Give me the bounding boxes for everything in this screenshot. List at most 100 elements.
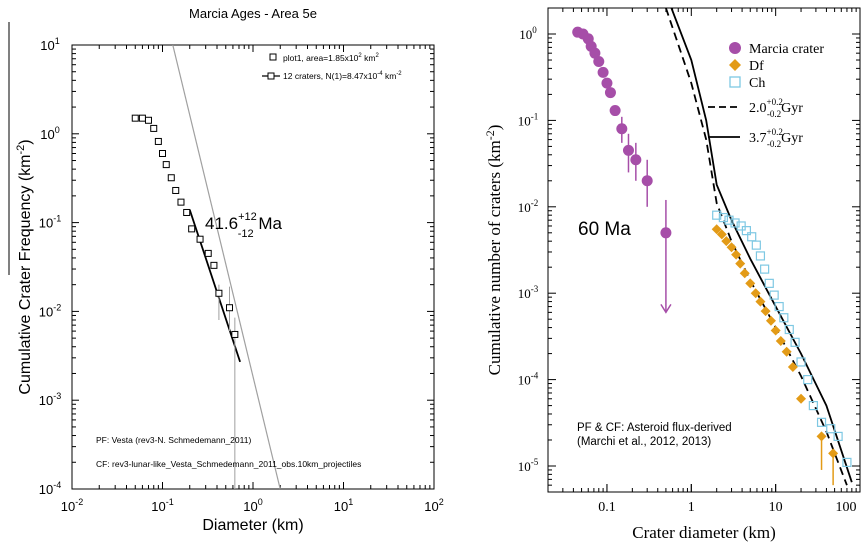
left-chart: 10-2 10-1 100 101 10210-410-310-210-1100101M… [15,6,444,534]
legend-label-part: -4 [377,71,383,77]
df-point [765,315,776,326]
x-tick-label: 100 [243,497,262,514]
note-line-part: (Marchi et al., 2012, 2013) [577,436,711,448]
legend-label: Ch [749,76,765,91]
y-tick-label: 101 [40,36,59,53]
df-point [770,325,781,336]
data-point [215,289,223,297]
left-x-axis-label-part: Diameter (km) [202,517,303,534]
right-y-axis-label: Cumulative number of craters (km-2) [483,125,504,376]
x-tick-label-part: 10 [61,499,75,514]
y-tick-label-part: 0 [532,25,537,35]
note-line-part: PF & CF: Asteroid flux-derived [577,422,732,434]
y-tick-label-part: 0 [55,125,60,135]
data-point [144,116,152,124]
data-point [183,208,191,216]
df-point [735,258,746,269]
age-label: 60 Ma [578,219,631,240]
ch-point [718,212,728,223]
data-point [150,124,158,132]
ch-point [769,290,779,300]
y-tick-label-part: 10 [518,373,531,388]
y-tick-label: 10-1 [518,111,539,128]
x-tick-label-part: -1 [166,497,174,507]
marcia-point [601,77,613,89]
y-tick-label-part: 10 [39,304,53,319]
ch-point [724,215,734,225]
y-tick-label-part: 10 [518,459,531,474]
y-tick-label: 10-4 [518,371,539,388]
data-point [196,235,204,243]
y-tick-label-part: -4 [531,371,539,381]
legend-label-part: +0.2 [767,127,783,137]
x-tick-label: 10-1 [151,497,173,514]
marcia-point [597,66,609,78]
legend-label: plot1, area=1.85x102 km2 [283,53,379,63]
legend-label: 12 craters, N(1)=8.47x10-4 km-2 [283,71,402,81]
df-point [775,335,786,346]
legend-marker-square-line [267,72,275,80]
ch-point [751,240,761,250]
y-tick-label-part: -1 [531,111,539,121]
data-point [167,174,175,182]
data-point [210,261,218,269]
left-x-axis-label: Diameter (km) [202,517,303,534]
marcia-point [609,105,621,117]
legend-label: 2.0+0.2 -0.2Gyr [749,97,803,119]
legend-label: 3.7+0.2 -0.2Gyr [749,127,803,149]
x-tick-label-part: -2 [75,497,83,507]
x-tick-label: 102 [424,497,443,514]
legend-label-part: 3.7 [749,131,767,146]
df-point [787,361,798,372]
age-unit: Ma [254,214,283,233]
y-tick-label: 10-2 [39,302,61,319]
y-tick-label-part: -3 [53,391,61,401]
legend-label-part: 2 [375,53,379,59]
data-point [154,137,162,145]
legend-marker-square [269,53,277,61]
note-line-part: PF: Vesta (rev3-N. Schmedemann_2011) [96,435,251,445]
ch-point [833,431,843,442]
legend-marker-circle [729,42,741,54]
data-point [172,186,180,194]
x-tick-label-part: 100 [836,500,857,515]
ch-point [790,337,800,347]
data-point [162,161,170,169]
ch-point [779,313,789,323]
x-tick-label-part: 1 [688,500,695,515]
x-tick-label-part: 2 [439,497,444,507]
data-point [188,225,196,233]
left-y-axis-label-part: -2 [15,145,27,155]
data-point [159,150,166,158]
y-tick-label-part: -2 [531,198,539,208]
marcia-arrow-head [660,303,672,314]
x-tick-label-part: 1 [348,497,353,507]
age-minus: -12 [238,228,254,240]
right-x-axis-label: Crater diameter (km) [632,523,776,542]
y-tick-label-part: 10 [518,286,531,301]
y-tick-label: 100 [519,25,537,42]
df-point [726,242,737,253]
x-tick-label-part: 10 [769,500,783,515]
data-point [131,114,139,122]
ch-point [764,278,774,288]
marcia-point [593,56,605,68]
y-tick-label: 10-5 [518,457,539,474]
ch-point [747,232,757,242]
df-point [781,346,792,357]
marcia-point [616,123,628,135]
y-tick-label-part: 1 [55,36,60,46]
note-line-part: CF: rev3-lunar-like_Vesta_Schmedemann_20… [96,459,361,469]
legend-label-part: Gyr [781,131,803,146]
data-point [226,304,234,312]
left-chart-title-part: Marcia Ages - Area 5e [189,6,317,21]
left-y-axis-label-part: ) [17,139,34,144]
ch-point [803,374,813,385]
legend-label: Marcia crater [749,42,824,57]
x-tick-label-part: 0.1 [598,500,616,515]
df-point [750,288,761,299]
y-tick-label-part: -4 [53,480,61,490]
data-point [204,249,212,257]
x-tick-label-part: 10 [243,499,257,514]
y-tick-label-part: -5 [531,457,539,467]
